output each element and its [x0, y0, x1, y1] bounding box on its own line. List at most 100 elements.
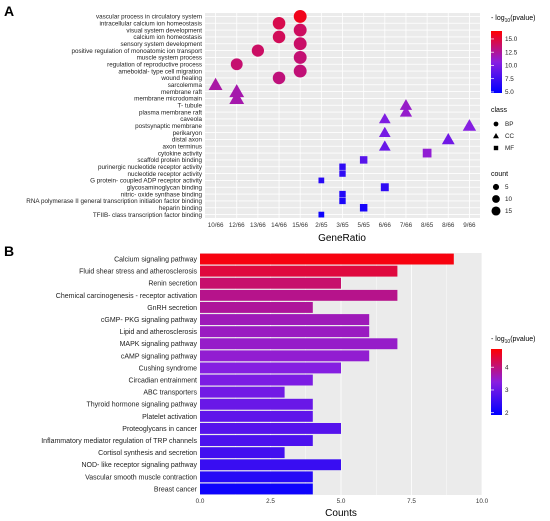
- panel-a-count-symbol: [492, 195, 500, 203]
- panel-a-point-mf: [318, 177, 325, 184]
- panel-a-class-legend-title: class: [491, 107, 507, 114]
- panel-a-class-label: BP: [505, 121, 513, 128]
- panel-a-count-label: 5: [505, 184, 509, 191]
- panel-a-ratio-label: 8/65: [421, 222, 434, 229]
- panel-a-point-cc: [229, 84, 245, 98]
- panel-a-term-label: sensory system development: [120, 41, 202, 48]
- panel-b-color-ticks: 4 3 2: [491, 364, 509, 417]
- panel-b-bar: [200, 386, 285, 398]
- panel-b-bar: [200, 289, 398, 301]
- panel-a-point-bp: [272, 71, 286, 85]
- panel-a-term-label: nitric- oxide synthase binding: [121, 191, 203, 198]
- panel-a-point-cc: [229, 91, 245, 104]
- panel-b-bar: [200, 265, 398, 277]
- panel-a-color-legend: - log10(pvalue) 15.0 12.5 10.0 7.5 5.0: [491, 15, 535, 96]
- panel-a-point-bp: [293, 23, 307, 37]
- panel-b-color-tick-label: 3: [505, 387, 509, 394]
- panel-a-term-label: T- tubule: [177, 102, 202, 109]
- panel-a-point-bp: [272, 30, 286, 44]
- panel-a-term-label: positive regulation of monoatomic ion tr…: [71, 48, 202, 55]
- panel-a-ratio-label: 8/66: [442, 222, 455, 229]
- panel-a-point-bp: [293, 64, 307, 78]
- panel-a-letter: A: [4, 3, 14, 19]
- panel-a-term-label: intracellular calcium ion homeostasis: [99, 20, 202, 27]
- panel-a-point-cc: [378, 113, 391, 124]
- panel-a-point-mf: [359, 204, 368, 212]
- panel-a-point-cc: [399, 105, 413, 117]
- panel-b-bar: [200, 471, 313, 483]
- panel-a-ratio-label: 5/65: [358, 222, 371, 229]
- panel-a-ratio-label: 10/66: [208, 222, 224, 229]
- panel-b-pathway-label: cGMP- PKG signaling pathway: [101, 317, 198, 324]
- panel-a-term-label: caveola: [180, 116, 202, 123]
- panel-b-pathway-label: Breast cancer: [154, 486, 198, 493]
- panel-a-point-cc: [441, 132, 455, 145]
- panel-b-pathway-label: Calcium signaling pathway: [114, 256, 197, 263]
- panel-a-point-cc: [208, 77, 223, 90]
- panel-b-count-tick-label: 2.5: [266, 498, 275, 505]
- panel-b-bar: [200, 302, 313, 313]
- panel-a-color-tick-label: 12.5: [505, 49, 518, 56]
- panel-b-pathway-labels: Calcium signaling pathway Fluid shear str…: [41, 256, 197, 493]
- panel-a-term-label: membrane microdomain: [134, 96, 202, 103]
- panel-a-class-cc-symbol: [493, 133, 499, 139]
- panel-a-term-label: regulation of reproductive process: [107, 61, 202, 68]
- panel-b-color-legend: - log10(pvalue) 4 3 2: [491, 336, 535, 417]
- panel-a-term-label: postsynaptic membrane: [135, 123, 202, 130]
- panel-a-point-mf: [339, 190, 346, 198]
- panel-b-pathway-label: Fluid shear stress and atherosclerosis: [79, 269, 197, 276]
- panel-a-point-bp: [251, 44, 264, 57]
- panel-a-term-label: ameboidal- type cell migration: [118, 68, 202, 75]
- panel-a-point-bp: [293, 50, 307, 64]
- panel-a-color-tick-label: 10.0: [505, 63, 518, 70]
- panel-a-term-label: distal axon: [172, 137, 203, 144]
- panel-a-class-mf-symbol: [493, 145, 499, 151]
- panel-a-ratio-label: 2/65: [315, 222, 328, 229]
- panel-a-ratio-label: 7/66: [400, 222, 413, 229]
- panel-a-point-cc: [399, 99, 413, 110]
- panel-a-point-mf: [339, 163, 346, 170]
- panel-b-count-tick-labels: 0.0 2.5 5.0 7.5 10.0: [196, 498, 489, 505]
- panel-b-pathway-label: Thyroid hormone signaling pathway: [86, 402, 197, 409]
- panel-b-pathway-label: Vascular smooth muscle contraction: [85, 474, 197, 481]
- panel-a-term-label: TFIIB- class transcription factor bindin…: [93, 212, 203, 219]
- panel-a-term-label: membrane raft: [161, 89, 202, 96]
- panel-a-count-label: 10: [505, 196, 513, 203]
- panel-a-class-legend-items: BP CC MF: [493, 121, 515, 152]
- panel-b-bar: [200, 459, 341, 471]
- panel-a-color-bar: [491, 31, 502, 93]
- panel-a-ratio-labels: 10/66 12/66 13/66 14/66 15/66 2/65 3/65 5/65 6/6…: [208, 222, 476, 229]
- panel-b-color-tick-label: 4: [505, 364, 509, 371]
- panel-a-ratio-label: 15/66: [292, 222, 308, 229]
- panel-b-pathway-label: Renin secretion: [148, 281, 197, 288]
- panel-a-point-bp: [272, 16, 286, 30]
- panel-a-term-label: cytokine activity: [158, 150, 203, 157]
- panel-b-pathway-label: Cortisol synthesis and secretion: [98, 450, 197, 457]
- panel-b-pathway-label: Chemical carcinogenesis - receptor activ…: [56, 293, 197, 300]
- panel-b-bar: [200, 483, 313, 495]
- panel-b-count-tick-label: 5.0: [337, 498, 346, 505]
- panel-a-term-label: muscle system process: [137, 55, 202, 62]
- panel-b-bar: [200, 398, 313, 410]
- panel-a-term-label: scaffold protein binding: [137, 157, 202, 164]
- panel-b-bar: [200, 253, 454, 265]
- panel-b-pathway-label: Circadian entrainment: [129, 377, 198, 384]
- panel-b-bar: [200, 410, 313, 422]
- panel-a-point-cc: [378, 140, 391, 151]
- panel-b-bar: [200, 374, 313, 386]
- panel-a-term-label: wound healing: [160, 75, 202, 82]
- panel-b-bar: [200, 447, 285, 459]
- panel-a-dot-plot: vascular process in circulatory systemin…: [26, 9, 535, 244]
- panel-b-pathway-label: Cushing syndrome: [139, 365, 197, 372]
- panel-b-bar: [200, 423, 341, 434]
- panel-a-term-label: axon terminus: [162, 143, 202, 150]
- panel-b-bar: [200, 314, 370, 325]
- panel-b-count-tick-label: 10.0: [476, 498, 489, 505]
- panel-a-term-label: visual system development: [126, 27, 202, 34]
- panel-b-pathway-label: Proteoglycans in cancer: [122, 426, 197, 433]
- panel-a-point-mf: [318, 211, 325, 218]
- panel-b-pathway-label: ABC transporters: [143, 390, 197, 397]
- panel-b-pathway-label: Lipid and atherosclerosis: [120, 329, 198, 336]
- panel-a-point-mf: [339, 197, 346, 205]
